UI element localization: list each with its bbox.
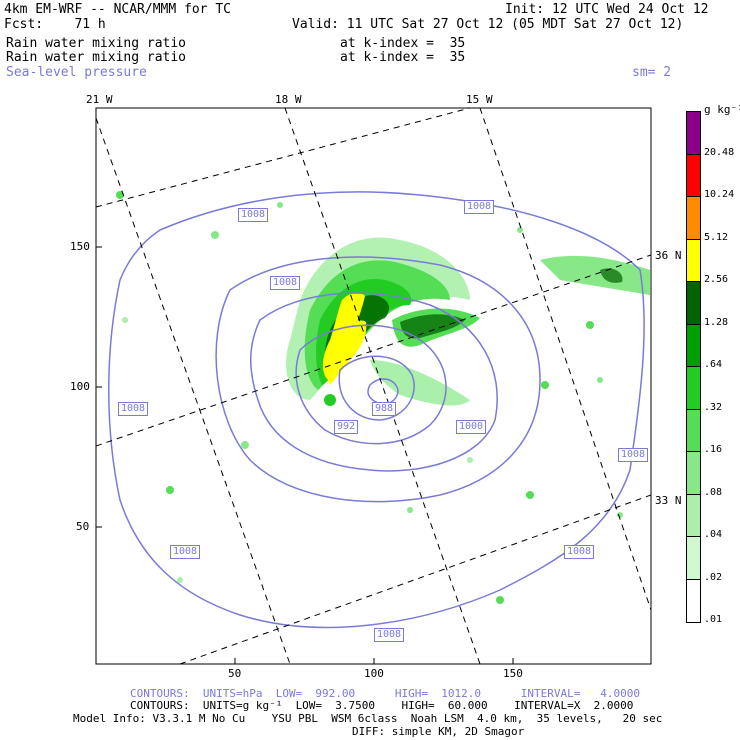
- smoothing-label: sm= 2: [632, 65, 672, 80]
- pressure-contours: [108, 191, 645, 629]
- footer-model-info: Model Info: V3.3.1 M No Cu YSU PBL WSM 6…: [73, 712, 663, 725]
- contour-label: 1000: [456, 420, 487, 434]
- y-tick-100: 100: [70, 380, 90, 393]
- colorbar-label: .01: [704, 614, 723, 625]
- field3-name: Sea-level pressure: [6, 65, 147, 80]
- valid-time: Valid: 11 UTC Sat 27 Oct 12 (05 MDT Sat …: [292, 17, 684, 32]
- x-tick-100: 100: [364, 667, 384, 680]
- colorbar-label: 1.28: [704, 316, 729, 328]
- colorbar-label: 5.12: [704, 231, 729, 243]
- colorbar-label: .16: [704, 444, 723, 455]
- lon-label-21w: 21 W: [86, 93, 113, 106]
- colorbar-swatch: [686, 493, 701, 538]
- model-title: 4km EM-WRF -- NCAR/MMM for TC: [4, 2, 231, 17]
- y-tick-150: 150: [70, 240, 90, 253]
- colorbar-unit: g kg⁻¹: [704, 103, 740, 116]
- colorbar-label: 20.48: [704, 146, 735, 158]
- contour-label: 1008: [618, 448, 649, 462]
- colorbar-label: .02: [704, 571, 723, 583]
- lat-label-33n: 33 N: [655, 494, 682, 507]
- contour-label: 1008: [170, 545, 201, 559]
- graticule: [96, 108, 651, 664]
- lon-label-18w: 18 W: [275, 93, 302, 106]
- init-time: Init: 12 UTC Wed 24 Oct 12: [505, 2, 709, 17]
- colorbar-swatch: [686, 408, 701, 453]
- colorbar-label: 10.24: [704, 189, 735, 200]
- footer-contours-slp: CONTOURS: UNITS=hPa LOW= 992.00 HIGH= 10…: [130, 687, 640, 700]
- contour-label: 1008: [270, 276, 301, 290]
- x-tick-150: 150: [503, 667, 523, 680]
- contour-label: 988: [372, 402, 397, 416]
- lat-label-36n: 36 N: [655, 249, 682, 262]
- forecast-hour: Fcst: 71 h: [4, 17, 106, 32]
- contour-label: 1008: [238, 208, 269, 222]
- field1-level: at k-index = 35: [340, 36, 466, 51]
- colorbar-swatch: [686, 578, 701, 623]
- colorbar-label: .32: [704, 401, 723, 413]
- field1-name: Rain water mixing ratio: [6, 36, 187, 51]
- colorbar-swatch: [686, 281, 701, 326]
- colorbar-label: .08: [704, 486, 723, 498]
- colorbar-label: .64: [704, 359, 723, 370]
- contour-label: 1008: [564, 545, 595, 559]
- field2-level: at k-index = 35: [340, 50, 466, 65]
- lon-label-15w: 15 W: [466, 93, 493, 106]
- colorbar-swatch: [686, 451, 701, 496]
- colorbar-swatch: [686, 536, 701, 581]
- x-tick-50: 50: [228, 667, 242, 680]
- footer-diff: DIFF: simple KM, 2D Smagor: [352, 725, 525, 738]
- colorbar-label: 2.56: [704, 274, 729, 285]
- footer-contours-rain: CONTOURS: UNITS=g kg⁻¹ LOW= 3.7500 HIGH=…: [130, 699, 634, 712]
- field2-name: Rain water mixing ratio: [6, 50, 187, 65]
- axis-ticks: [96, 246, 514, 664]
- contour-label: 1008: [374, 628, 405, 642]
- colorbar-label: .04: [704, 529, 723, 540]
- contour-label: 1008: [464, 200, 495, 214]
- colorbar-swatch: [686, 111, 701, 156]
- contour-label: 992: [334, 420, 359, 434]
- colorbar-swatch: [686, 323, 701, 368]
- colorbar-swatch: [686, 196, 701, 241]
- colorbar-swatch: [686, 238, 701, 283]
- colorbar-swatch: [686, 366, 701, 411]
- colorbar-swatch: [686, 153, 701, 198]
- plot-frame: [95, 107, 652, 665]
- y-tick-50: 50: [76, 520, 90, 533]
- contour-label: 1008: [118, 402, 149, 416]
